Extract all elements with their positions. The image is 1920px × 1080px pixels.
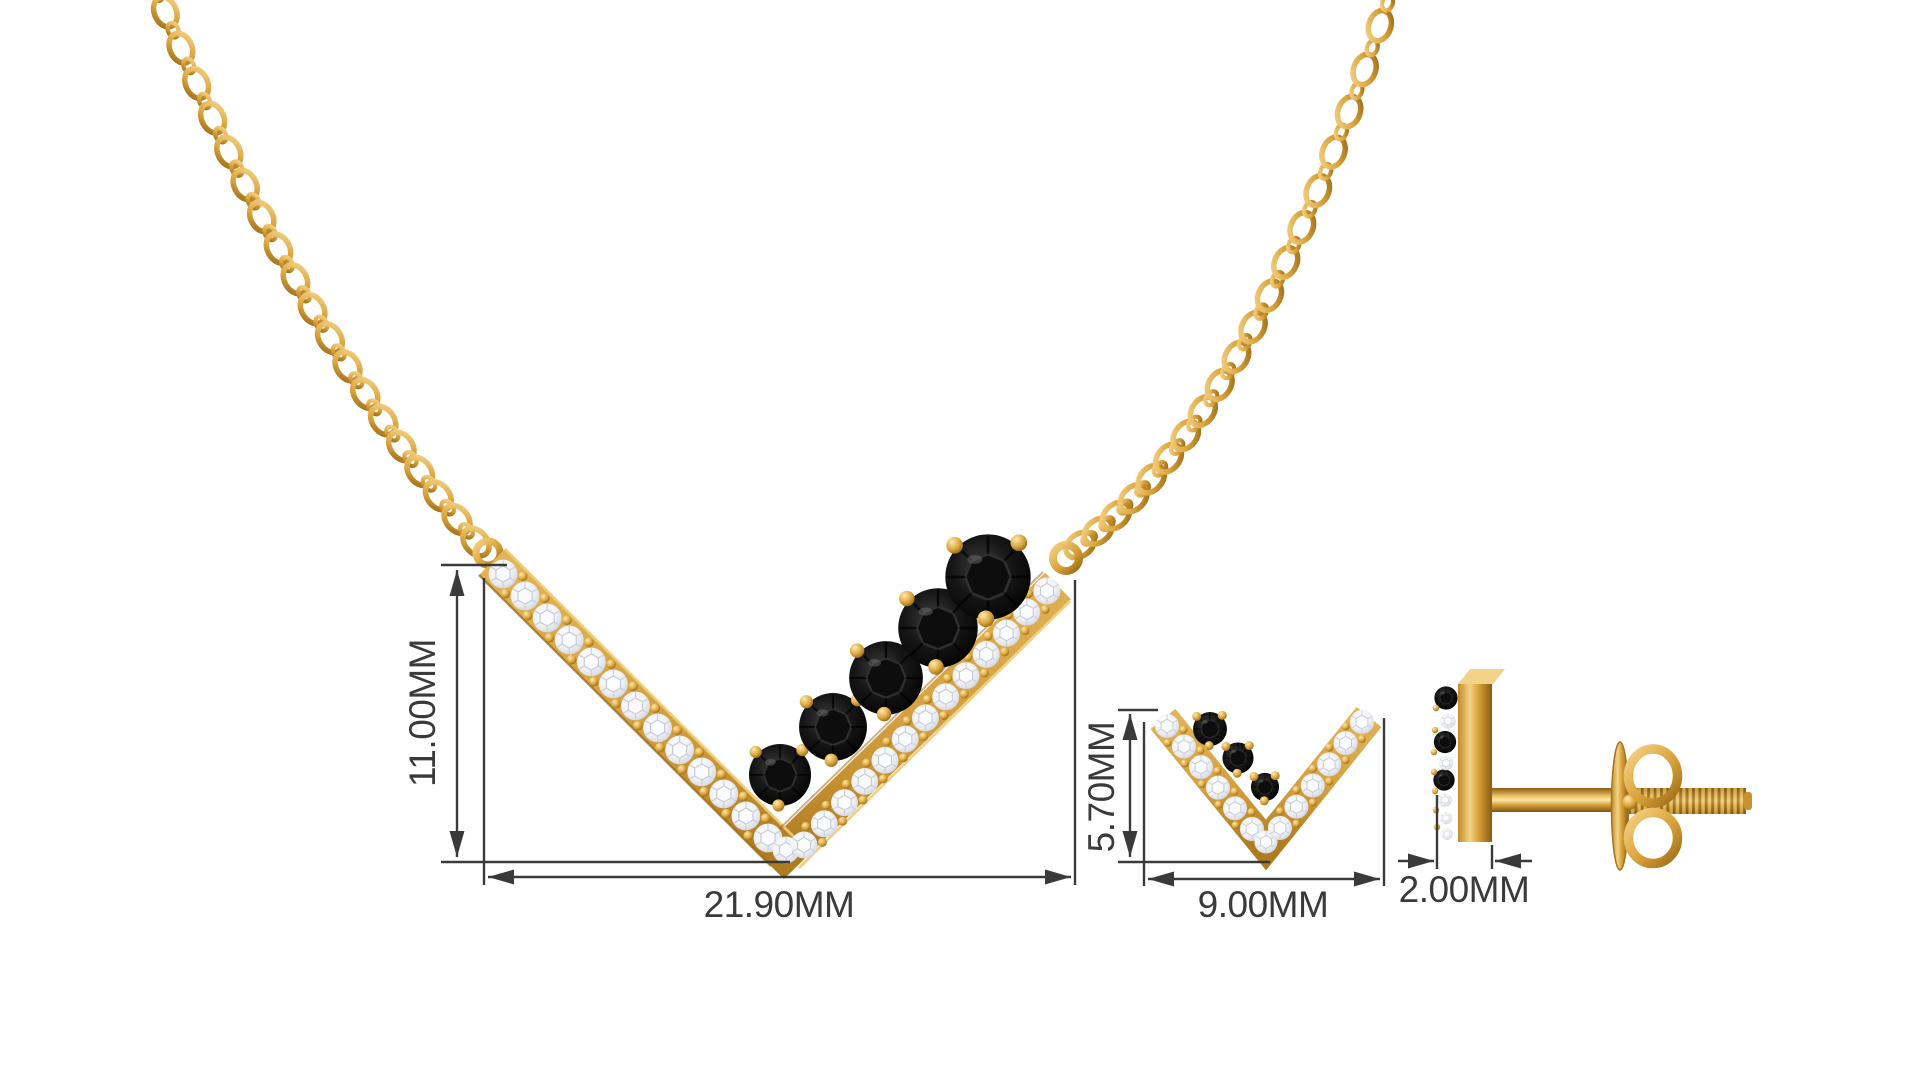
earring-height-label: 5.70MM — [1081, 721, 1122, 853]
pendant-height-dimension — [441, 563, 790, 864]
necklace-chain-left — [149, 0, 492, 559]
necklace-chain-right — [1063, 0, 1396, 561]
pendant-necklace-chevron — [472, 534, 1083, 879]
earring-width-label: 9.00MM — [1197, 884, 1329, 925]
dimension-annotations — [441, 563, 1532, 887]
earring-side-view — [1430, 669, 1752, 871]
pendant-height-label: 11.00MM — [402, 639, 443, 787]
earring-thickness-label: 2.00MM — [1398, 869, 1530, 910]
pendant-width-dimension — [482, 578, 1077, 885]
earring-front-view-chevron — [1150, 706, 1382, 871]
pendant-width-label: 21.90MM — [703, 884, 855, 925]
earring-thickness-dimension — [1398, 795, 1532, 869]
earring-width-dimension — [1142, 718, 1386, 887]
